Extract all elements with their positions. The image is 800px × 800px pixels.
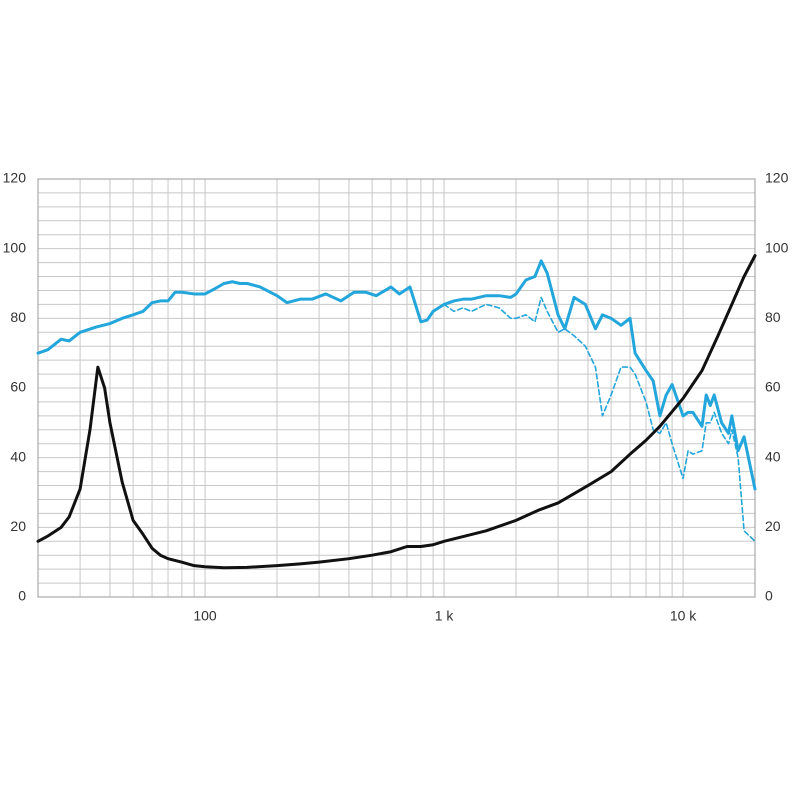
y-tick-label: 60	[10, 379, 26, 395]
y-tick-label: 20	[10, 518, 26, 534]
y-tick-label: 80	[10, 309, 26, 325]
x-tick-label: 100	[193, 608, 217, 624]
series-line	[443, 296, 756, 543]
y-tick-label: 120	[3, 170, 27, 186]
series-line	[36, 259, 757, 491]
y2-tick-label: 100	[765, 239, 789, 255]
plot-frame	[37, 178, 756, 598]
y2-tick-label: 0	[765, 588, 773, 604]
series-line	[36, 254, 757, 570]
y2-tick-label: 60	[765, 379, 781, 395]
y-tick-label: 0	[18, 588, 26, 604]
y2-tick-label: 120	[765, 170, 789, 186]
y2-tick-label: 20	[765, 518, 781, 534]
x-tick-label: 1 k	[435, 608, 455, 624]
x-tick-label: 10 k	[670, 608, 697, 624]
y2-tick-label: 80	[765, 309, 781, 325]
y2-tick-label: 40	[765, 448, 781, 464]
y-tick-label: 100	[3, 239, 27, 255]
y-tick-label: 40	[10, 448, 26, 464]
